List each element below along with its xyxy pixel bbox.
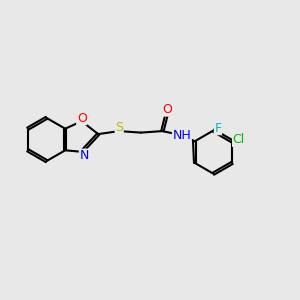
- Text: O: O: [162, 103, 172, 116]
- Text: N: N: [80, 149, 89, 162]
- Text: Cl: Cl: [232, 133, 245, 146]
- Text: S: S: [115, 121, 123, 134]
- Text: NH: NH: [172, 129, 191, 142]
- Text: F: F: [214, 122, 221, 135]
- Text: O: O: [77, 112, 87, 125]
